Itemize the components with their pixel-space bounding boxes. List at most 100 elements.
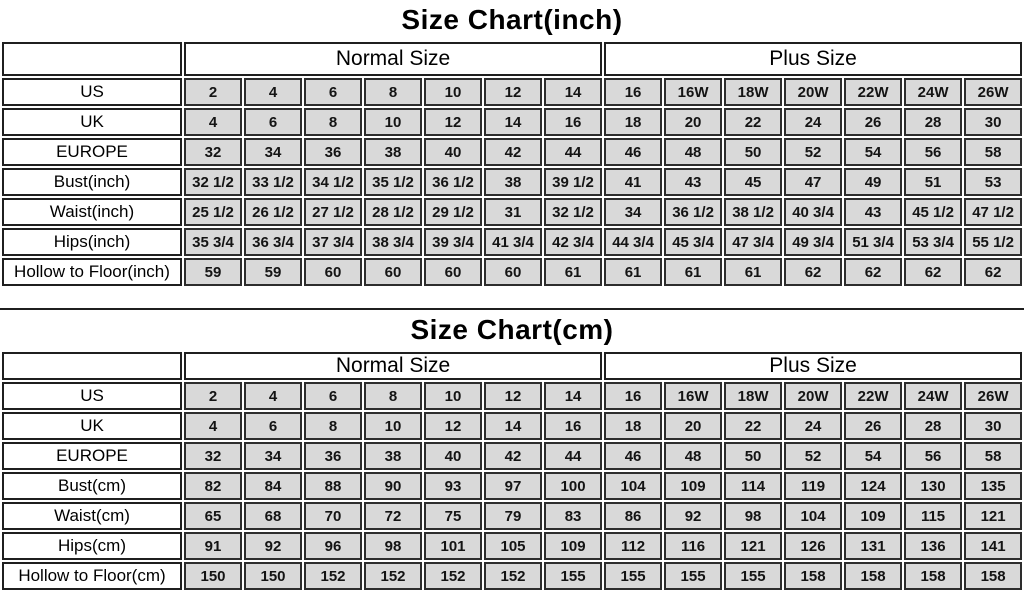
table-row: UK 4 6 8 10 12 14 16 18 20 22 24 26 28 30 xyxy=(2,412,1023,440)
size-cell: 27 1/2 xyxy=(304,198,362,226)
table-row: Waist(inch) 25 1/2 26 1/2 27 1/2 28 1/2 29 1/… xyxy=(2,198,1023,226)
size-cell: 22W xyxy=(844,78,903,106)
size-cell: 65 xyxy=(184,502,242,530)
size-cell: 152 xyxy=(484,562,542,590)
size-cell: 75 xyxy=(424,502,482,530)
size-cell: 26W xyxy=(964,382,1023,410)
size-cell: 155 xyxy=(604,562,663,590)
size-cell: 60 xyxy=(304,258,362,286)
size-cell: 6 xyxy=(244,108,302,136)
size-cell: 4 xyxy=(184,108,242,136)
size-cell: 34 xyxy=(244,138,302,166)
size-cell: 56 xyxy=(904,138,963,166)
size-cell: 10 xyxy=(424,78,482,106)
size-cell: 36 1/2 xyxy=(664,198,723,226)
size-cell: 18W xyxy=(724,382,783,410)
size-cell: 24 xyxy=(784,108,843,136)
group-header-plus-size: Plus Size xyxy=(604,352,1023,380)
size-cell: 47 3/4 xyxy=(724,228,783,256)
size-chart-inch-table: Normal Size Plus Size US 2 4 6 8 10 12 14 16 16W 18W… xyxy=(0,40,1024,288)
size-cell: 158 xyxy=(904,562,963,590)
size-cell: 101 xyxy=(424,532,482,560)
size-cell: 36 xyxy=(304,442,362,470)
size-cell: 44 xyxy=(544,442,603,470)
size-cell: 6 xyxy=(304,78,362,106)
size-cell: 4 xyxy=(184,412,242,440)
row-label: UK xyxy=(2,108,182,136)
size-cell: 100 xyxy=(544,472,603,500)
size-cell: 136 xyxy=(904,532,963,560)
size-cell: 126 xyxy=(784,532,843,560)
size-cell: 4 xyxy=(244,382,302,410)
size-cell: 32 1/2 xyxy=(544,198,603,226)
size-cell: 2 xyxy=(184,78,242,106)
size-cell: 34 xyxy=(604,198,663,226)
size-cell: 24 xyxy=(784,412,843,440)
size-cell: 141 xyxy=(964,532,1023,560)
size-cell: 56 xyxy=(904,442,963,470)
row-label: US xyxy=(2,78,182,106)
size-cell: 59 xyxy=(184,258,242,286)
size-cell: 35 1/2 xyxy=(364,168,422,196)
size-cell: 90 xyxy=(364,472,422,500)
size-cell: 40 xyxy=(424,442,482,470)
size-cell: 152 xyxy=(304,562,362,590)
size-cell: 97 xyxy=(484,472,542,500)
size-cell: 33 1/2 xyxy=(244,168,302,196)
size-cell: 61 xyxy=(544,258,603,286)
size-cell: 40 xyxy=(424,138,482,166)
size-cell: 112 xyxy=(604,532,663,560)
size-cell: 35 3/4 xyxy=(184,228,242,256)
size-cell: 34 xyxy=(244,442,302,470)
size-cell: 61 xyxy=(724,258,783,286)
size-cell: 12 xyxy=(424,108,482,136)
size-cell: 60 xyxy=(484,258,542,286)
size-cell: 51 3/4 xyxy=(844,228,903,256)
table-row: UK 4 6 8 10 12 14 16 18 20 22 24 26 28 30 xyxy=(2,108,1023,136)
row-label: EUROPE xyxy=(2,138,182,166)
size-cell: 70 xyxy=(304,502,362,530)
table-row: Hollow to Floor(inch) 59 59 60 60 60 60 61 61 61 6… xyxy=(2,258,1023,286)
size-cell: 150 xyxy=(244,562,302,590)
size-chart-cm-table: Normal Size Plus Size US 2 4 6 8 10 12 14 16 16W 18W… xyxy=(0,350,1024,592)
size-cell: 38 1/2 xyxy=(724,198,783,226)
size-cell: 72 xyxy=(364,502,422,530)
size-cell: 98 xyxy=(364,532,422,560)
size-cell: 104 xyxy=(604,472,663,500)
size-cell: 37 3/4 xyxy=(304,228,362,256)
size-cell: 130 xyxy=(904,472,963,500)
size-cell: 58 xyxy=(964,442,1023,470)
size-cell: 40 3/4 xyxy=(784,198,843,226)
size-cell: 121 xyxy=(964,502,1023,530)
size-cell: 38 xyxy=(364,138,422,166)
size-cell: 47 1/2 xyxy=(964,198,1023,226)
size-cell: 131 xyxy=(844,532,903,560)
size-cell: 54 xyxy=(844,442,903,470)
size-cell: 6 xyxy=(244,412,302,440)
size-cell: 20 xyxy=(664,108,723,136)
size-cell: 109 xyxy=(544,532,603,560)
size-cell: 105 xyxy=(484,532,542,560)
size-cell: 25 1/2 xyxy=(184,198,242,226)
size-cell: 42 xyxy=(484,138,542,166)
size-cell: 121 xyxy=(724,532,783,560)
group-header-plus-size: Plus Size xyxy=(604,42,1023,76)
size-cell: 135 xyxy=(964,472,1023,500)
size-cell: 51 xyxy=(904,168,963,196)
size-cell: 52 xyxy=(784,138,843,166)
size-cell: 83 xyxy=(544,502,603,530)
size-cell: 36 3/4 xyxy=(244,228,302,256)
size-cell: 116 xyxy=(664,532,723,560)
size-cell: 158 xyxy=(964,562,1023,590)
row-label: US xyxy=(2,382,182,410)
size-cell: 155 xyxy=(724,562,783,590)
size-chart-cm-section: Size Chart(cm) Normal Size Plus Size US 2 4 6… xyxy=(0,308,1024,592)
size-cell: 18 xyxy=(604,412,663,440)
size-cell: 14 xyxy=(484,412,542,440)
size-cell: 38 xyxy=(484,168,542,196)
size-cell: 155 xyxy=(544,562,603,590)
size-cell: 158 xyxy=(784,562,843,590)
size-cell: 8 xyxy=(364,382,422,410)
group-header-normal-size: Normal Size xyxy=(184,42,603,76)
size-cell: 18 xyxy=(604,108,663,136)
